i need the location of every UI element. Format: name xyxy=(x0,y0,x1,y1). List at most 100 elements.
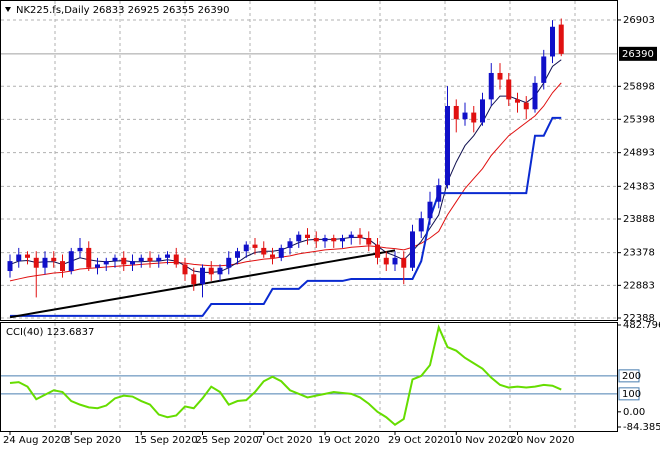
current-price-label: 26390 xyxy=(622,49,654,60)
candle-body xyxy=(497,72,503,80)
candle-body xyxy=(392,257,398,265)
x-tick-label: 7 Oct 2020 xyxy=(257,435,312,446)
x-tick-label: 24 Aug 2020 xyxy=(3,435,67,446)
candle-body xyxy=(130,261,135,265)
candle-body xyxy=(410,231,415,268)
y-tick-label: -84.3857 xyxy=(623,422,660,433)
candle-body xyxy=(357,234,363,239)
candle-body xyxy=(480,99,485,123)
y-tick-label: 22388 xyxy=(623,313,655,324)
indicator-line xyxy=(10,116,562,317)
candle-body xyxy=(147,257,153,262)
candle-body xyxy=(7,261,13,272)
candle-body xyxy=(558,24,564,54)
candle-body xyxy=(235,251,240,258)
y-tick-label: 26903 xyxy=(623,15,655,26)
candle-body xyxy=(278,247,284,258)
candle-body xyxy=(383,257,389,265)
candle-body xyxy=(418,218,424,232)
candle-body xyxy=(523,102,529,110)
x-tick-label: 29 Oct 2020 xyxy=(388,435,450,446)
level-box xyxy=(618,369,640,383)
indicator-line xyxy=(9,59,562,273)
candle-body xyxy=(340,238,345,242)
chart-title: NK225.fs,Daily 26833 26925 26355 26390 xyxy=(16,5,229,16)
candle-body xyxy=(348,234,354,239)
candle-body xyxy=(112,257,118,262)
candle-body xyxy=(103,261,109,265)
y-tick-label: 22883 xyxy=(623,280,655,291)
level-label: 200 xyxy=(622,371,641,382)
candle-body xyxy=(77,247,83,252)
candle-body xyxy=(51,257,57,262)
x-tick-label: 10 Nov 2020 xyxy=(449,435,513,446)
menu-arrow xyxy=(5,7,11,12)
candle-body xyxy=(200,267,205,285)
candle-body xyxy=(322,238,328,242)
candle-body xyxy=(42,257,48,268)
y-tick-label: 0.00 xyxy=(623,407,645,418)
candle-body xyxy=(270,254,275,258)
level-label: 100 xyxy=(622,389,641,400)
y-tick-label: 25398 xyxy=(623,114,655,125)
y-tick-label: 24893 xyxy=(623,148,655,159)
indicator-line xyxy=(9,82,562,282)
candle-body xyxy=(16,254,22,262)
candle-body xyxy=(86,247,92,268)
candle-body xyxy=(331,238,337,242)
candle-body xyxy=(515,99,520,103)
y-tick-label: 25898 xyxy=(623,81,655,92)
candle-body xyxy=(208,267,214,275)
candle-body xyxy=(121,257,127,265)
candle-body xyxy=(261,247,267,255)
candle-body xyxy=(165,254,170,258)
current-price-box xyxy=(619,46,657,61)
main-panel-border xyxy=(0,0,618,321)
x-tick-label: 25 Sep 2020 xyxy=(196,435,259,446)
level-box xyxy=(618,387,640,401)
candle-body xyxy=(226,257,232,268)
candle-body xyxy=(436,185,442,202)
x-tick-label: 15 Sep 2020 xyxy=(134,435,197,446)
candle-body xyxy=(401,257,407,268)
candle-body xyxy=(25,254,30,258)
candle-body xyxy=(313,238,319,242)
x-tick-label: 20 Nov 2020 xyxy=(511,435,575,446)
candle-body xyxy=(296,234,302,242)
candle-body xyxy=(427,201,433,219)
candle-body xyxy=(287,241,293,248)
candle-body xyxy=(60,261,65,272)
candle-body xyxy=(375,244,380,258)
candle-body xyxy=(95,264,100,268)
y-tick-label: 482.7966 xyxy=(623,320,660,331)
indicator-title: CCI(40) 123.6837 xyxy=(6,327,94,338)
candle-body xyxy=(366,238,372,245)
candle-body xyxy=(541,56,547,83)
candle-body xyxy=(191,274,197,285)
candle-body xyxy=(506,79,512,100)
candle-body xyxy=(471,112,477,123)
candle-body xyxy=(156,257,162,262)
x-tick-label: 19 Oct 2020 xyxy=(318,435,380,446)
candle-body xyxy=(68,251,74,272)
indicator-panel-border xyxy=(0,322,618,432)
y-tick-label: 23888 xyxy=(623,214,655,225)
candle-body xyxy=(243,244,249,252)
x-tick-label: 3 Sep 2020 xyxy=(64,435,121,446)
candle-body xyxy=(252,244,258,248)
candle-body xyxy=(33,257,39,268)
y-tick-label: 23378 xyxy=(623,248,655,259)
candle-body xyxy=(138,257,144,262)
candle-body xyxy=(550,26,555,57)
candle-body xyxy=(453,105,459,120)
candle-body xyxy=(488,72,494,100)
candle-body xyxy=(182,264,188,275)
cci-line xyxy=(9,324,562,427)
y-tick-label: 24383 xyxy=(623,181,655,192)
candle-body xyxy=(217,267,223,275)
candle-body xyxy=(445,105,450,186)
candle-body xyxy=(305,234,310,239)
candle-body xyxy=(532,82,538,110)
